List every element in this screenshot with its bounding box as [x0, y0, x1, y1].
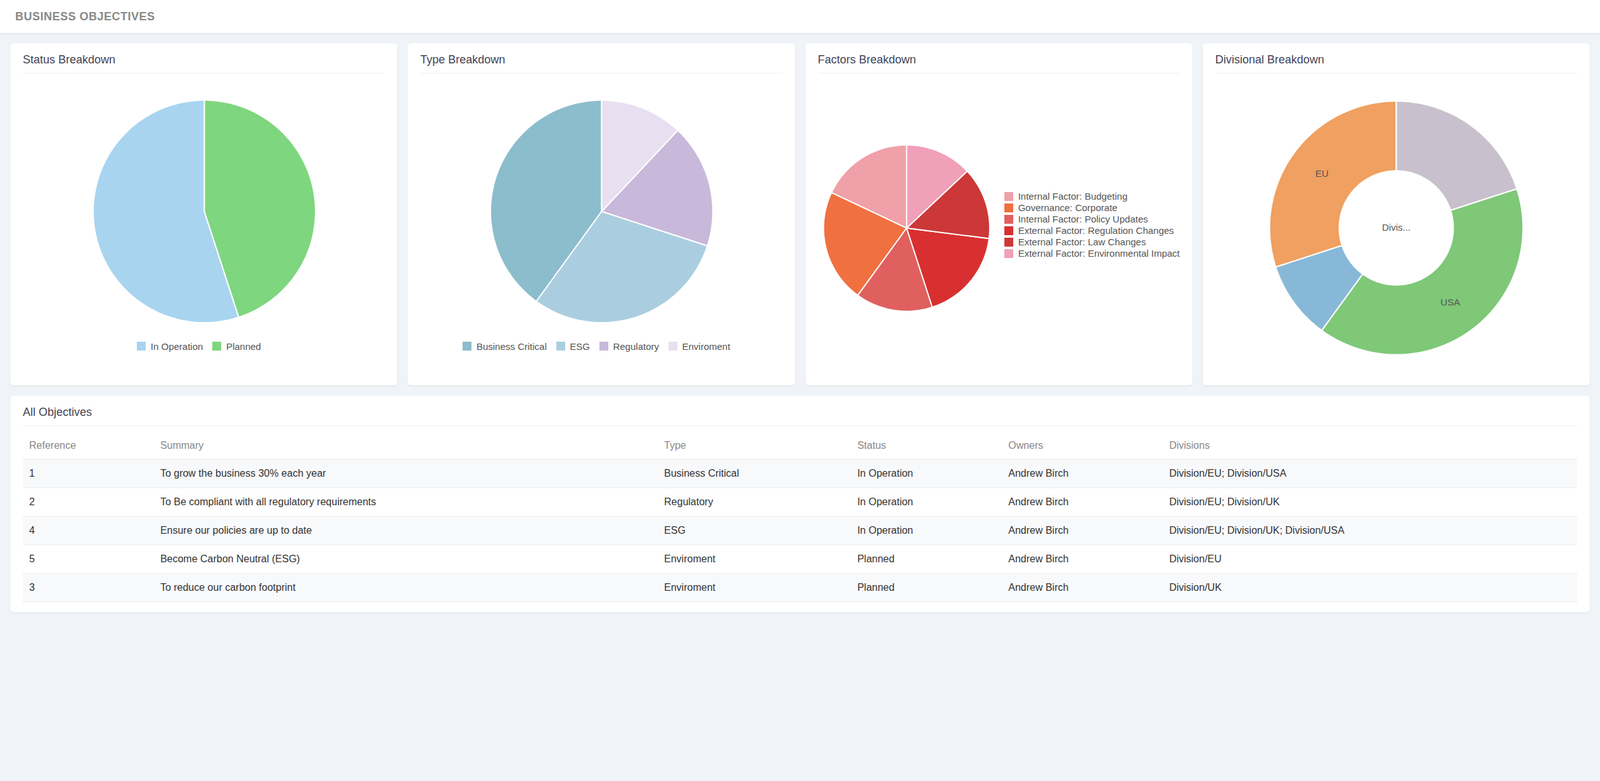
html-text:Business Critical: Business Critical: [476, 340, 547, 352]
html-text:Status Breakdown: Status Breakdown: [22, 53, 116, 66]
html-text:Status: Status: [857, 439, 887, 451]
html-text:In Operation: In Operation: [857, 496, 914, 507]
html-text:1: 1: [29, 467, 35, 479]
html-text:Division/UK: Division/UK: [1169, 581, 1222, 593]
html-text:Reference: Reference: [29, 439, 76, 451]
html-text:ESG: ESG: [664, 524, 686, 536]
html-text:Become Carbon Neutral (ESG): Become Carbon Neutral (ESG): [160, 553, 300, 564]
html-text:Andrew Birch: Andrew Birch: [1008, 553, 1069, 564]
html-text:Division/EU: Division/EU: [1169, 553, 1222, 564]
html-text:2: 2: [29, 496, 35, 507]
html-text:5: 5: [29, 553, 35, 564]
html-text:Planned: Planned: [857, 553, 895, 564]
html-text:Andrew Birch: Andrew Birch: [1008, 524, 1069, 536]
html-text:Internal Factor: Policy Update: Internal Factor: Policy Updates: [1018, 213, 1149, 225]
html-text:Regulatory: Regulatory: [664, 496, 714, 507]
html-text:External Factor: Regulation Ch: External Factor: Regulation Changes: [1018, 225, 1174, 236]
html-text:Division/EU; Division/UK: Division/EU; Division/UK: [1169, 496, 1280, 507]
html-text:4: 4: [29, 524, 35, 536]
html-text:Type: Type: [664, 439, 687, 451]
html-text:Enviroment: Enviroment: [664, 581, 716, 593]
html-text:Internal Factor: Budgeting: Internal Factor: Budgeting: [1018, 190, 1128, 202]
html-text:Ensure our policies are up to: Ensure our policies are up to date: [160, 524, 312, 536]
html-text:3: 3: [29, 581, 35, 593]
html-text:Factors Breakdown: Factors Breakdown: [817, 53, 917, 66]
html-text:Andrew Birch: Andrew Birch: [1008, 496, 1069, 507]
html-text:Summary: Summary: [160, 439, 204, 451]
html-text:Andrew Birch: Andrew Birch: [1008, 467, 1069, 479]
html-text:To reduce our carbon footprint: To reduce our carbon footprint: [160, 581, 296, 593]
html-text:Divisions: Divisions: [1169, 439, 1210, 451]
html-text:Division/EU; Division/UK; Divi: Division/EU; Division/UK; Division/USA: [1169, 524, 1345, 536]
html-text:Andrew Birch: Andrew Birch: [1008, 581, 1069, 593]
html-text:Owners: Owners: [1008, 439, 1044, 451]
html-text:All Objectives: All Objectives: [22, 405, 92, 419]
html-text:To grow the business 30% each: To grow the business 30% each year: [160, 467, 326, 479]
html-text:Type Breakdown: Type Breakdown: [420, 53, 506, 66]
html-text:Planned: Planned: [857, 581, 895, 593]
html-text:Division/EU; Division/USA: Division/EU; Division/USA: [1169, 467, 1287, 479]
html-text:In Operation: In Operation: [150, 340, 204, 352]
html-text:Business Critical: Business Critical: [664, 467, 740, 479]
html-text:Divisional Breakdown: Divisional Breakdown: [1215, 53, 1325, 66]
html-text:Governance: Corporate: Governance: Corporate: [1018, 202, 1118, 214]
svg-text:USA: USA: [1440, 296, 1461, 308]
svg-text:EU: EU: [1315, 167, 1329, 179]
html-text:In Operation: In Operation: [857, 524, 914, 536]
html-text:BUSINESS OBJECTIVES: BUSINESS OBJECTIVES: [15, 9, 155, 23]
html-text:In Operation: In Operation: [857, 467, 914, 479]
html-text:ESG: ESG: [569, 340, 590, 352]
html-text:External Factor: Environmental: External Factor: Environmental Impact: [1018, 247, 1180, 259]
html-text:External Factor: Law Changes: External Factor: Law Changes: [1018, 236, 1146, 248]
html-text:Enviroment: Enviroment: [664, 553, 716, 564]
html-text:Planned: Planned: [226, 340, 262, 352]
html-text:Enviroment: Enviroment: [682, 340, 731, 352]
html-text:Regulatory: Regulatory: [613, 340, 660, 352]
html-text:To Be compliant with all regul: To Be compliant with all regulatory requ…: [160, 496, 377, 507]
svg-text:Divis...: Divis...: [1382, 221, 1411, 233]
